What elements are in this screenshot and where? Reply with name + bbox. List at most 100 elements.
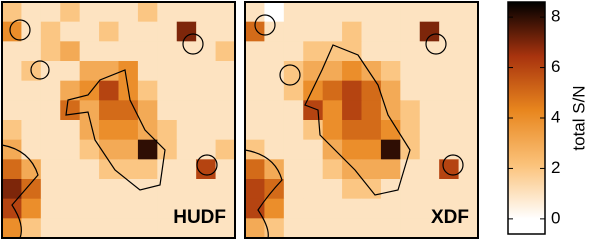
pixel: [215, 120, 236, 141]
colorbar-tick-label: 0: [551, 208, 560, 227]
pixel: [176, 80, 197, 101]
pixel: [21, 198, 42, 219]
pixel: [176, 179, 197, 200]
pixel: [419, 159, 440, 180]
pixel: [79, 41, 100, 62]
pixel: [2, 41, 22, 62]
pixel: [157, 100, 178, 121]
pixel: [21, 120, 42, 141]
pixel: [439, 179, 460, 200]
pixel: [458, 2, 479, 23]
pixel: [99, 139, 119, 160]
pixel: [303, 159, 324, 180]
pixel: [196, 21, 217, 42]
pixel: [303, 179, 324, 200]
pixel: [176, 159, 197, 180]
pixel: [118, 2, 139, 23]
pixel: [439, 21, 460, 42]
pixel: [137, 80, 158, 101]
pixel: [79, 179, 100, 200]
pixel: [157, 120, 178, 141]
pixel: [419, 21, 440, 42]
pixel: [342, 61, 362, 82]
pixel: [303, 61, 324, 82]
pixel: [157, 159, 178, 180]
pixel: [137, 139, 158, 160]
pixel: [419, 179, 440, 200]
pixel: [342, 41, 362, 62]
pixel: [176, 21, 197, 42]
pixel: [2, 198, 22, 219]
pixel: [2, 80, 22, 101]
panel-frame: [1, 1, 236, 239]
pixel: [99, 179, 119, 200]
pixel: [322, 159, 343, 180]
pixel: [118, 100, 139, 121]
colorbar-tick-label: 4: [551, 107, 560, 126]
pixel: [157, 61, 178, 82]
pixel: [439, 100, 460, 121]
panels: [2, 2, 479, 239]
pixel: [419, 139, 440, 160]
pixel: [196, 120, 217, 141]
pixel: [99, 198, 119, 219]
pixel: [215, 100, 236, 121]
pixel: [361, 2, 382, 23]
pixel: [342, 120, 362, 141]
pixel: [380, 80, 401, 101]
pixel: [458, 218, 479, 239]
pixel: [99, 41, 119, 62]
contour: [279, 64, 301, 86]
pixel: [245, 179, 265, 200]
pixel: [215, 139, 236, 160]
pixel: [245, 41, 265, 62]
pixel: [21, 2, 42, 23]
pixel: [419, 61, 440, 82]
pixel: [118, 41, 139, 62]
pixel: [419, 100, 440, 121]
pixel: [400, 120, 421, 141]
colorbar-tick-label: 6: [551, 57, 560, 76]
pixel: [157, 218, 178, 239]
pixel: [419, 2, 440, 23]
pixel: [458, 41, 479, 62]
pixel: [439, 80, 460, 101]
pixel: [283, 100, 304, 121]
pixel: [60, 100, 81, 121]
pixel: [118, 61, 139, 82]
pixel: [380, 198, 401, 219]
contours: [1, 14, 464, 239]
colorbar: [507, 1, 546, 235]
pixel: [439, 159, 460, 180]
pixel: [303, 139, 324, 160]
pixel: [2, 2, 22, 23]
pixel: [400, 61, 421, 82]
pixel: [303, 21, 324, 42]
pixel: [157, 21, 178, 42]
pixel: [322, 2, 343, 23]
pixel: [40, 120, 61, 141]
pixel: [99, 61, 119, 82]
pixel: [118, 159, 139, 180]
pixel: [322, 120, 343, 141]
pixel: [283, 61, 304, 82]
pixel: [157, 41, 178, 62]
pixel: [400, 179, 421, 200]
pixel: [196, 100, 217, 121]
pixel: [40, 41, 61, 62]
pixel: [342, 80, 362, 101]
pixel: [60, 179, 81, 200]
pixel: [176, 120, 197, 141]
panel-frame: [244, 1, 479, 239]
pixel: [322, 21, 343, 42]
pixel: [137, 218, 158, 239]
pixel: [79, 21, 100, 42]
panel-label: HUDF: [173, 207, 226, 228]
pixel: [264, 218, 285, 239]
contour: [304, 44, 411, 196]
pixel: [400, 218, 421, 239]
contour: [65, 69, 166, 191]
pixel: [400, 100, 421, 121]
pixel: [245, 139, 265, 160]
